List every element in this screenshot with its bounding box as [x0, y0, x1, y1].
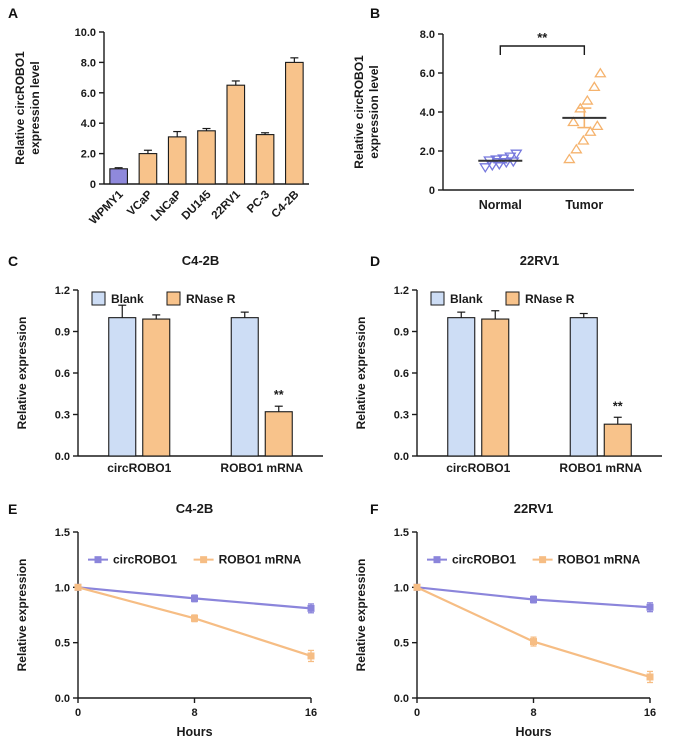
- panel-b: B 0 2.0 4.0 6.0 8.0 Normal Tumor ** Relative cir…: [339, 0, 678, 248]
- svg-text:Relative circROBO1: Relative circROBO1: [13, 51, 27, 165]
- svg-text:expression level: expression level: [28, 61, 42, 154]
- svg-text:0: 0: [75, 707, 81, 719]
- svg-text:22RV1: 22RV1: [514, 501, 554, 516]
- svg-text:1.2: 1.2: [55, 285, 70, 297]
- plot-area-B: 0 2.0 4.0 6.0 8.0 Normal Tumor ** Relative circR…: [352, 29, 634, 212]
- panel-label-a: A: [8, 5, 19, 21]
- panel-label-d: D: [370, 253, 381, 269]
- svg-text:circROBO1: circROBO1: [446, 461, 510, 475]
- svg-text:0.9: 0.9: [55, 327, 70, 339]
- svg-text:Relative expression: Relative expression: [354, 317, 368, 430]
- svg-text:1.0: 1.0: [394, 582, 409, 594]
- panel-f: F 0.0 0.5 1.0 1.5 22RV1 0 8 16 Hours circROBO1 ROB…: [339, 496, 678, 744]
- svg-text:DU145: DU145: [180, 188, 214, 222]
- grouped-bar-chart-22rv1-rnaser: 0.0 0.3 0.6 0.9 1.2 22RV1 circROBO1 ROBO1 mRNA *…: [354, 253, 662, 475]
- plot-area-C: 0.0 0.3 0.6 0.9 1.2 C4-2B circROBO1 ROBO1 mRNA *…: [15, 253, 323, 475]
- svg-text:6.0: 6.0: [81, 88, 96, 100]
- svg-text:4.0: 4.0: [420, 107, 435, 119]
- svg-text:WPMY1: WPMY1: [87, 188, 126, 227]
- svg-text:Relative expression: Relative expression: [354, 559, 368, 672]
- svg-text:**: **: [613, 399, 623, 413]
- svg-text:0.0: 0.0: [394, 451, 409, 463]
- svg-text:**: **: [274, 388, 284, 402]
- panel-label-e: E: [8, 501, 18, 517]
- svg-text:Relative circROBO1: Relative circROBO1: [352, 55, 366, 169]
- svg-text:0: 0: [429, 185, 435, 197]
- svg-text:ROBO1 mRNA: ROBO1 mRNA: [559, 461, 642, 475]
- plot-area-F: 0.0 0.5 1.0 1.5 22RV1 0 8 16 Hours circROBO1 ROBO1…: [354, 501, 656, 739]
- svg-text:Relative expression: Relative expression: [15, 559, 29, 672]
- svg-text:8.0: 8.0: [420, 29, 435, 41]
- svg-text:RNase R: RNase R: [186, 292, 236, 306]
- svg-text:1.2: 1.2: [394, 285, 409, 297]
- svg-text:10.0: 10.0: [75, 27, 96, 39]
- svg-text:0.5: 0.5: [394, 638, 409, 650]
- panel-e: E 0.0 0.5 1.0 1.5 C4-2B 0 8 16 Hours circROBO1 ROB…: [0, 496, 339, 744]
- grouped-bar-chart-c42b-rnaser: 0.0 0.3 0.6 0.9 1.2 C4-2B circROBO1 ROBO1 mRNA *…: [15, 253, 323, 475]
- svg-text:Blank: Blank: [450, 292, 483, 306]
- svg-text:0.9: 0.9: [394, 327, 409, 339]
- panel-label-c: C: [8, 253, 19, 269]
- svg-text:Blank: Blank: [111, 292, 144, 306]
- svg-text:0.6: 0.6: [55, 368, 70, 380]
- svg-text:circROBO1: circROBO1: [452, 553, 516, 567]
- svg-text:Tumor: Tumor: [565, 198, 603, 212]
- svg-text:0: 0: [414, 707, 420, 719]
- svg-text:C4-2B: C4-2B: [269, 189, 301, 221]
- svg-text:ROBO1 mRNA: ROBO1 mRNA: [220, 461, 303, 475]
- svg-text:16: 16: [305, 707, 317, 719]
- svg-text:Hours: Hours: [176, 725, 212, 739]
- svg-text:Hours: Hours: [515, 725, 551, 739]
- svg-text:1.0: 1.0: [55, 582, 70, 594]
- svg-text:0.6: 0.6: [394, 368, 409, 380]
- svg-text:0.0: 0.0: [394, 693, 409, 705]
- svg-text:ROBO1 mRNA: ROBO1 mRNA: [219, 553, 302, 567]
- svg-text:PC-3: PC-3: [245, 189, 272, 216]
- panel-label-f: F: [370, 501, 379, 517]
- panel-label-b: B: [370, 5, 381, 21]
- svg-text:8: 8: [191, 707, 197, 719]
- svg-text:RNase R: RNase R: [525, 292, 575, 306]
- svg-text:0.0: 0.0: [55, 693, 70, 705]
- svg-text:16: 16: [644, 707, 656, 719]
- panel-a: A 0 2.0 4.0 6.0 8.0 10.0 WPMY1 VCaP LNCaP DU145 22…: [0, 0, 339, 248]
- svg-text:0: 0: [90, 179, 96, 191]
- svg-text:1.5: 1.5: [394, 527, 409, 539]
- svg-text:4.0: 4.0: [81, 118, 96, 130]
- svg-text:C4-2B: C4-2B: [182, 253, 220, 268]
- svg-text:C4-2B: C4-2B: [176, 501, 214, 516]
- svg-text:**: **: [537, 30, 548, 45]
- svg-text:1.5: 1.5: [55, 527, 70, 539]
- svg-text:ROBO1 mRNA: ROBO1 mRNA: [558, 553, 641, 567]
- svg-text:expression level: expression level: [367, 65, 381, 158]
- scatter-chart-normal-vs-tumor: 0 2.0 4.0 6.0 8.0 Normal Tumor ** Relative circR…: [352, 29, 634, 212]
- svg-text:Relative expression: Relative expression: [15, 317, 29, 430]
- svg-text:circROBO1: circROBO1: [107, 461, 171, 475]
- svg-text:22RV1: 22RV1: [520, 253, 560, 268]
- svg-text:0.3: 0.3: [55, 410, 70, 422]
- svg-text:6.0: 6.0: [420, 68, 435, 80]
- line-chart-22rv1-stability: 0.0 0.5 1.0 1.5 22RV1 0 8 16 Hours circROBO1 ROBO1…: [354, 501, 656, 739]
- svg-text:Normal: Normal: [479, 198, 522, 212]
- panel-c: C 0.0 0.3 0.6 0.9 1.2 C4-2B circROBO1 ROBO1 mRN…: [0, 248, 339, 496]
- svg-text:LNCaP: LNCaP: [149, 188, 184, 223]
- svg-text:22RV1: 22RV1: [210, 188, 244, 222]
- svg-text:0.5: 0.5: [55, 638, 70, 650]
- plot-area-D: 0.0 0.3 0.6 0.9 1.2 22RV1 circROBO1 ROBO1 mRNA *…: [354, 253, 662, 475]
- svg-text:0.0: 0.0: [55, 451, 70, 463]
- svg-text:8: 8: [530, 707, 536, 719]
- plot-area-E: 0.0 0.5 1.0 1.5 C4-2B 0 8 16 Hours circROBO1 ROBO1…: [15, 501, 317, 739]
- line-chart-c42b-stability: 0.0 0.5 1.0 1.5 C4-2B 0 8 16 Hours circROBO1 ROBO1…: [15, 501, 317, 739]
- svg-text:0.3: 0.3: [394, 410, 409, 422]
- panel-d: D 0.0 0.3 0.6 0.9 1.2 22RV1 circROBO1 ROBO1 mRN…: [339, 248, 678, 496]
- svg-text:8.0: 8.0: [81, 57, 96, 69]
- svg-text:2.0: 2.0: [81, 149, 96, 161]
- svg-text:circROBO1: circROBO1: [113, 553, 177, 567]
- svg-text:2.0: 2.0: [420, 146, 435, 158]
